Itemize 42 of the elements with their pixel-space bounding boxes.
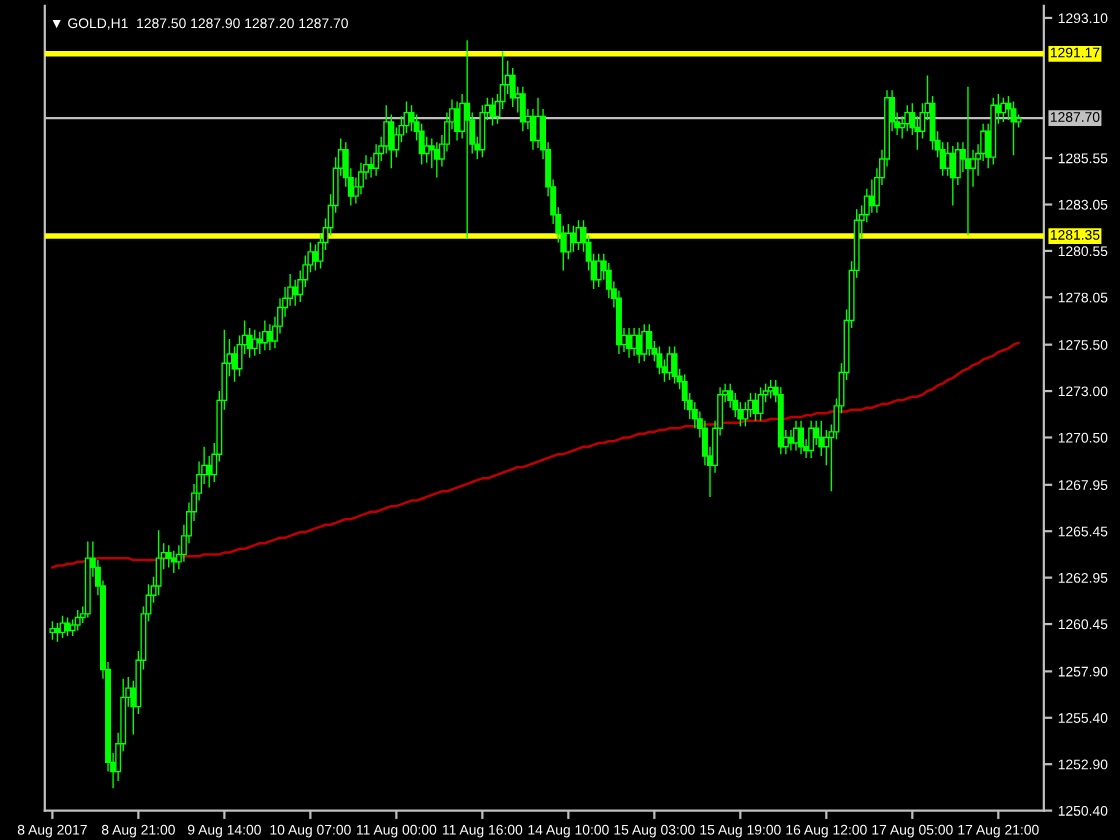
candlestick <box>464 39 471 240</box>
candlestick <box>595 253 602 288</box>
candlestick <box>646 323 653 357</box>
candlestick <box>266 323 273 351</box>
candlestick <box>489 97 496 127</box>
candlestick <box>656 345 663 376</box>
candlestick <box>565 223 572 260</box>
candlestick <box>519 85 526 132</box>
candlestick <box>170 550 177 574</box>
candlestick <box>964 85 971 236</box>
candlestick <box>747 392 754 418</box>
candlestick <box>64 616 71 637</box>
candlestick <box>742 401 749 428</box>
candlestick <box>54 622 61 643</box>
candlestick <box>428 137 435 170</box>
candlestick <box>408 104 415 132</box>
candlestick <box>691 401 698 429</box>
candlestick <box>681 373 688 411</box>
candlestick <box>509 67 516 108</box>
candlestick <box>671 345 678 385</box>
candlestick <box>74 609 81 632</box>
candlestick <box>575 219 582 251</box>
candlestick <box>757 386 764 422</box>
candlestick <box>479 104 486 158</box>
candlestick <box>292 278 299 307</box>
candlestick <box>732 392 739 418</box>
candlestick <box>165 544 172 569</box>
candlestick <box>155 529 162 596</box>
candlestick <box>59 614 66 639</box>
candlestick <box>787 429 794 452</box>
candlestick <box>433 141 440 179</box>
candlestick <box>798 420 805 455</box>
candlestick <box>373 143 380 177</box>
candlestick <box>727 382 734 409</box>
candlestick <box>312 243 319 272</box>
candlestick <box>251 329 258 357</box>
candlestick <box>423 136 430 164</box>
candlestick <box>388 113 395 170</box>
candlestick <box>808 420 815 459</box>
candlestick <box>641 323 648 363</box>
candlestick <box>737 401 744 428</box>
candlestick <box>615 290 622 355</box>
